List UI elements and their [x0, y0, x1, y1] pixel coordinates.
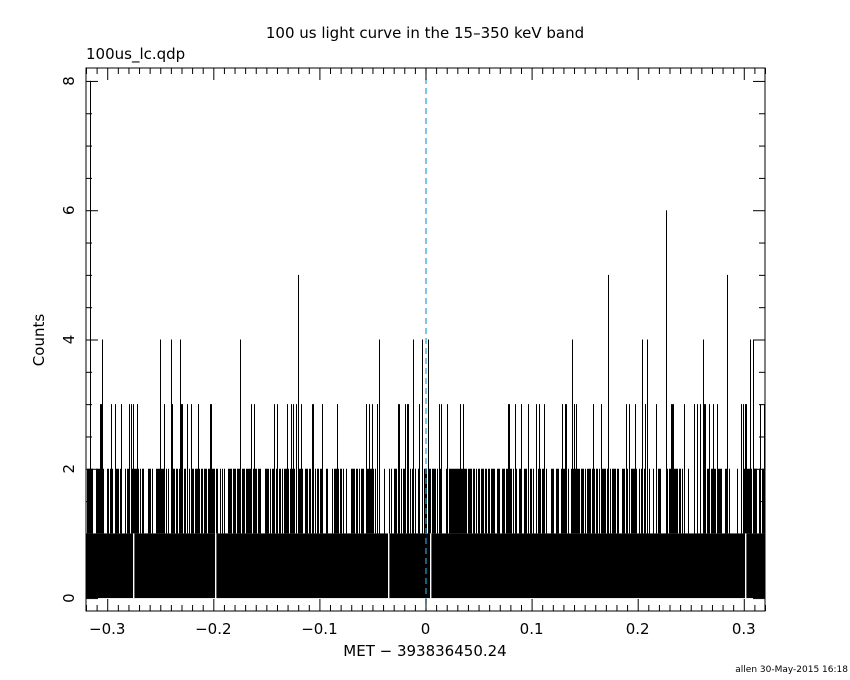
x-tick-label: 0.2: [626, 620, 650, 638]
y-tick-label: 0: [60, 593, 78, 603]
y-tick-label: 6: [60, 205, 78, 215]
x-tick-label: −0.3: [89, 620, 125, 638]
x-tick-label: 0.3: [732, 620, 756, 638]
x-tick-label: 0: [421, 620, 431, 638]
bars-layer: [86, 80, 765, 599]
y-tick-label: 8: [60, 76, 78, 86]
y-tick-label: 2: [60, 464, 78, 474]
x-tick-label: 0.1: [520, 620, 544, 638]
zero-count-bin: [133, 533, 135, 599]
x-tick-label: −0.2: [195, 620, 231, 638]
x-tick-label: −0.1: [301, 620, 337, 638]
footer-credit: allen 30-May-2015 16:18: [735, 665, 848, 675]
x-tick-labels: −0.3 −0.2 −0.1 0 0.1 0.2 0.3: [89, 620, 756, 638]
y-tick-label: 4: [60, 335, 78, 345]
y-axis-label: Counts: [30, 314, 48, 367]
y-tick-labels: 0 2 4 6 8: [60, 76, 78, 603]
zero-count-bin: [388, 533, 390, 599]
chart-title: 100 us light curve in the 15–350 keV ban…: [266, 24, 584, 42]
zero-count-bin: [430, 533, 432, 599]
count-baseline-bins: [86, 533, 765, 599]
zero-count-bin: [215, 533, 217, 599]
ticks-layer: [86, 68, 766, 611]
zero-count-bin: [745, 533, 747, 599]
chart-subtitle: 100us_lc.qdp: [86, 45, 185, 64]
x-axis-label: MET − 393836450.24: [343, 642, 506, 660]
